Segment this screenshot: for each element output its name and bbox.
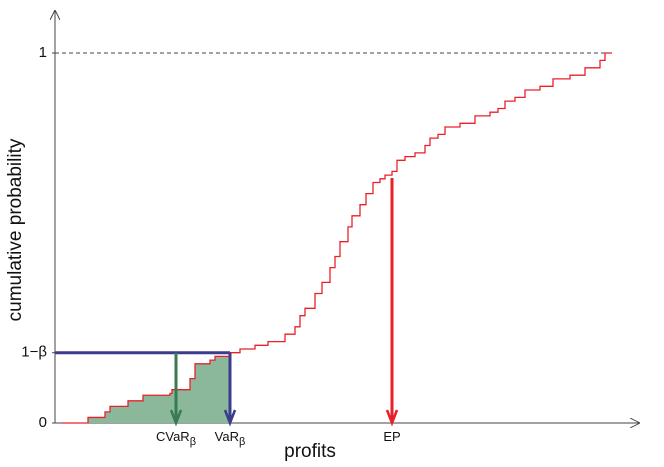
marker-label-text: EP [383,429,400,444]
marker-label-text: VaR [215,429,239,444]
cdf-line [62,52,612,424]
arrow-head [169,409,183,427]
marker-label: EP [383,429,400,444]
y-tick-label: 1 [39,44,47,61]
x-axis-label: profits [284,441,336,462]
marker-label-sub: β [190,436,196,448]
marker-label: CVaRβ [156,429,196,447]
marker-label: VaRβ [215,429,246,447]
marker-label-sub: β [239,436,245,448]
marker-arrow [169,352,183,427]
marker-arrow [385,178,399,427]
shaded-area [62,352,230,423]
y-axis-label: cumulative probability [5,138,26,321]
y-tick-label: 1−β [21,344,47,361]
arrow-head [385,409,399,427]
arrow-head [223,409,237,427]
y-tick-label: 0 [39,414,47,431]
marker-label-text: CVaR [156,429,190,444]
marker-arrow [223,352,237,427]
